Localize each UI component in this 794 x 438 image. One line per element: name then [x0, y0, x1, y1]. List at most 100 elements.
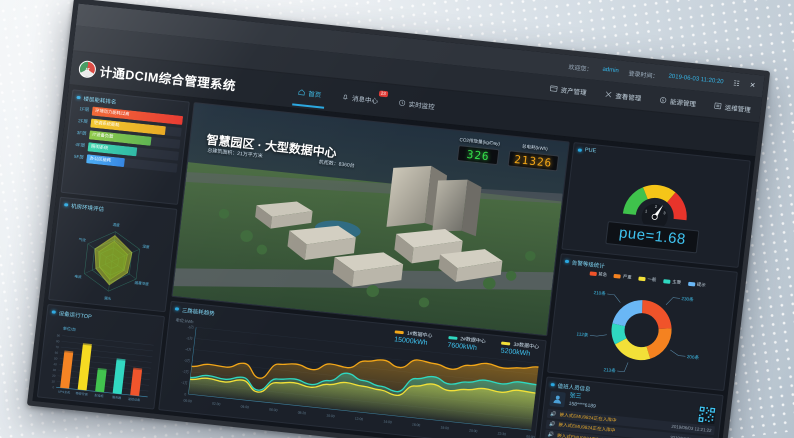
svg-text:2: 2	[655, 205, 658, 209]
card-env-radar: 机房环境评估 温度 湿度 烟雾浓度 漏水 电流 气流	[48, 196, 178, 313]
menu-item-ops[interactable]: 运维管理	[713, 100, 751, 114]
nav-item-messages[interactable]: 消息中心 23	[341, 89, 389, 105]
svg-text:213条: 213条	[603, 366, 616, 373]
ranking-row-value: 空调系统能耗	[93, 120, 120, 128]
nav-label: 实时监控	[408, 101, 435, 111]
led-power: 总电耗(kWh) 21326	[507, 142, 560, 172]
svg-text:80: 80	[56, 339, 60, 343]
current-user: admin	[602, 66, 620, 75]
svg-text:16:00: 16:00	[412, 422, 421, 427]
menu-label: 能源管理	[669, 98, 697, 109]
nav-label: 首页	[307, 90, 322, 99]
menu-item-energy[interactable]: 能源管理	[659, 94, 697, 108]
card-alarm-level-stats: 告警等级统计 紧急 严重 一般 主要 提示 230条 206条 213条 112条 210条	[547, 253, 738, 392]
legend-swatch	[589, 271, 597, 276]
menu-label: 查看管理	[614, 92, 642, 103]
trend-plot: -6万 -5万 -4万 -3万 -2万 -1万 0 00:00 02:30 04:00 06:00 0…	[159, 318, 544, 438]
pue-gauge: 1 2 3	[622, 185, 687, 231]
energy-icon	[660, 96, 667, 103]
ops-icon	[714, 102, 722, 109]
svg-text:90: 90	[57, 333, 61, 337]
svg-text:湿度: 湿度	[142, 244, 150, 250]
monitor-screen-wrapper: 欢迎您： admin 登录时间： 2019-06-03 11:20:20 ☷ ✕…	[26, 0, 771, 438]
bell-icon	[342, 94, 348, 99]
legend-swatch	[638, 276, 646, 281]
svg-text:12:00: 12:00	[355, 416, 364, 421]
svg-text:0: 0	[52, 385, 54, 389]
home-icon	[298, 88, 305, 95]
svg-text:0: 0	[184, 392, 186, 396]
legend-label: 一般	[647, 276, 657, 283]
dashboard-body: 楼层能耗排名 1F层 环境动力能耗过高 2F层 空调系统能耗 3F层 IT设备负载 4F层照…	[32, 84, 756, 438]
nav-item-monitor[interactable]: 实时监控	[397, 97, 435, 111]
qr-code-icon[interactable]	[697, 405, 717, 425]
svg-text:3: 3	[663, 211, 666, 215]
svg-text:配电柜: 配电柜	[94, 392, 104, 398]
svg-text:10: 10	[51, 379, 55, 383]
svg-text:气流: 气流	[78, 237, 86, 243]
trend-line-chart: -6万 -5万 -4万 -3万 -2万 -1万 0 00:00 02:30 04:00 06:00 0…	[181, 325, 539, 438]
svg-text:-4万: -4万	[185, 347, 192, 352]
duty-user: 张三 158****6189	[544, 389, 721, 426]
svg-text:08:20: 08:20	[297, 410, 306, 415]
ranking-row-value: 办公区能耗	[89, 155, 112, 163]
ranking-row-label: 3F层	[76, 130, 87, 137]
menu-item-assets[interactable]: 资产管理	[549, 83, 587, 97]
ranking-row-value: IT设备负载	[92, 131, 114, 140]
speaker-icon: 🔊	[550, 410, 557, 418]
led-co2: CO2排放量(kg/Day) 326	[457, 137, 500, 166]
svg-text:温度: 温度	[112, 222, 120, 228]
card-device-top: 设备运行TOP 单位/台 90 80 70 60 50 40 30 20 10 0 UPS主机 精密空调…	[36, 303, 166, 410]
menu-item-view[interactable]: 查看管理	[604, 89, 642, 103]
svg-text:112条: 112条	[576, 330, 589, 337]
svg-text:单位/台: 单位/台	[63, 325, 77, 332]
barchart-body: 单位/台 90 80 70 60 50 40 30 20 10 0 UPS主机 精密空调 配电柜 服务器 监控…	[38, 317, 163, 409]
svg-text:210条: 210条	[593, 289, 606, 296]
legend-label: 主要	[671, 279, 682, 285]
svg-text:22:30: 22:30	[497, 431, 506, 436]
svg-text:18:00: 18:00	[440, 425, 449, 430]
svg-text:-1万: -1万	[181, 381, 188, 386]
card-3d-campus-view: 智慧园区 · 大型数据中心 总建筑面积：21万平方米 机柜数：8360台 CO2…	[171, 102, 570, 337]
svg-text:00:00: 00:00	[526, 434, 535, 438]
svg-text:-3万: -3万	[184, 358, 191, 363]
wifi-icon[interactable]: ☷	[732, 80, 740, 89]
welcome-label: 欢迎您：	[568, 64, 593, 74]
middle-column: 智慧园区 · 大型数据中心 总建筑面积：21万平方米 机柜数：8360台 CO2…	[158, 102, 570, 438]
svg-text:02:30: 02:30	[212, 401, 221, 406]
svg-text:-6万: -6万	[187, 325, 194, 330]
ranking-row-label: 2F层	[77, 118, 89, 125]
left-column: 楼层能耗排名 1F层 环境动力能耗过高 2F层 空调系统能耗 3F层 IT设备负载 4F层照…	[36, 89, 190, 410]
legend-label: 提示	[696, 281, 706, 288]
card-floor-energy-ranking: 楼层能耗排名 1F层 环境动力能耗过高 2F层 空调系统能耗 3F层 IT设备负载 4F层照…	[60, 89, 190, 205]
jitong-logo: JT	[77, 59, 97, 79]
ranking-row-label: 4F层	[75, 142, 86, 149]
svg-text:230条: 230条	[681, 295, 694, 302]
ranking-row-fill: 办公区能耗	[86, 154, 126, 167]
svg-text:206条: 206条	[687, 353, 700, 360]
login-time-value: 2019-06-03 11:20:20	[668, 73, 724, 86]
legend-swatch	[687, 282, 696, 287]
svg-text:监控设备: 监控设备	[128, 396, 141, 402]
legend-label: 严重	[622, 273, 632, 280]
menu-label: 资产管理	[560, 86, 587, 97]
svg-text:UPS主机: UPS主机	[58, 388, 71, 394]
svg-text:70: 70	[55, 345, 59, 349]
primary-nav: 首页 消息中心 23 实时监控	[297, 86, 435, 111]
main-menu-bar: 资产管理 查看管理 能源管理 运维管理	[72, 25, 763, 124]
brand-nav-row: JT 计通DCIM综合管理系统 首页 消息中心 23 实时监控	[68, 51, 760, 158]
speaker-icon: 🔊	[548, 421, 556, 428]
legend-label: 紧急	[597, 271, 608, 278]
card-duty-staff: 值班人员信息 张三 158****6189	[538, 376, 724, 438]
close-icon[interactable]: ✕	[749, 82, 756, 90]
svg-text:1: 1	[645, 209, 648, 213]
radar-body: 温度 湿度 烟雾浓度 漏水 电流 气流	[49, 210, 175, 312]
svg-text:精密空调: 精密空调	[75, 390, 88, 396]
nav-item-home[interactable]: 首页	[297, 86, 322, 99]
svg-text:服务器: 服务器	[112, 394, 122, 400]
ranking-list: 1F层 环境动力能耗过高 2F层 空调系统能耗 3F层 IT设备负载 4F层 照明系统 5F层办…	[65, 102, 187, 174]
